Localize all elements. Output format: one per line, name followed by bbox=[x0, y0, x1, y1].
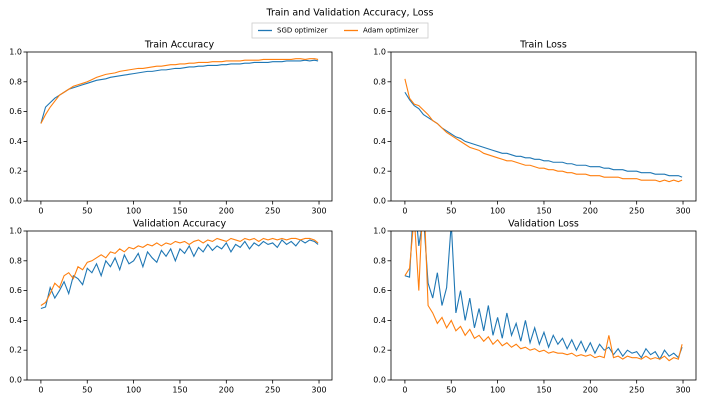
data-line bbox=[404, 91, 683, 178]
x-tick-label: 0 bbox=[402, 207, 407, 216]
data-line bbox=[40, 239, 319, 310]
y-tick-label: 0.0 bbox=[373, 376, 386, 385]
figure-title: Train and Validation Accuracy, Loss bbox=[266, 8, 434, 19]
x-tick-label: 100 bbox=[126, 386, 141, 395]
x-tick-label: 150 bbox=[536, 207, 551, 216]
legend-label: SGD optimizer bbox=[277, 27, 328, 35]
y-tick-label: 1.0 bbox=[9, 227, 22, 236]
x-tick-label: 50 bbox=[446, 207, 456, 216]
x-tick-label: 250 bbox=[629, 207, 644, 216]
data-line bbox=[404, 231, 683, 361]
data-line bbox=[40, 58, 319, 124]
y-tick-label: 0.6 bbox=[9, 107, 22, 116]
axes-background bbox=[27, 231, 332, 380]
y-tick-label: 0.2 bbox=[373, 346, 386, 355]
axes-background bbox=[391, 231, 696, 380]
y-tick-label: 0.6 bbox=[373, 286, 386, 295]
x-tick-label: 250 bbox=[265, 386, 280, 395]
legend-box bbox=[251, 22, 429, 39]
y-tick-label: 0.4 bbox=[9, 316, 22, 325]
y-tick-label: 1.0 bbox=[373, 227, 386, 236]
y-tick-label: 0.6 bbox=[373, 107, 386, 116]
x-tick-label: 300 bbox=[675, 386, 690, 395]
x-tick-label: 0 bbox=[402, 386, 407, 395]
y-tick-label: 0.2 bbox=[9, 167, 22, 176]
x-tick-label: 300 bbox=[675, 207, 690, 216]
data-line bbox=[404, 78, 683, 183]
x-tick-label: 200 bbox=[219, 386, 234, 395]
y-tick-label: 0.0 bbox=[9, 197, 22, 206]
data-line bbox=[404, 231, 683, 362]
x-tick-label: 100 bbox=[490, 386, 505, 395]
subplot-title: Train Accuracy bbox=[144, 40, 215, 51]
data-line bbox=[40, 59, 319, 124]
x-tick-label: 300 bbox=[311, 207, 326, 216]
x-tick-label: 150 bbox=[536, 386, 551, 395]
x-tick-label: 0 bbox=[38, 207, 43, 216]
y-tick-label: 0.8 bbox=[373, 256, 386, 265]
x-tick-label: 200 bbox=[583, 207, 598, 216]
y-tick-label: 0.4 bbox=[373, 316, 386, 325]
x-tick-label: 300 bbox=[311, 386, 326, 395]
y-tick-label: 0.4 bbox=[373, 137, 386, 146]
y-tick-label: 0.8 bbox=[373, 77, 386, 86]
axes-background bbox=[391, 52, 696, 201]
x-tick-label: 0 bbox=[38, 386, 43, 395]
subplot-title: Train Loss bbox=[519, 40, 567, 51]
y-tick-label: 0.0 bbox=[9, 376, 22, 385]
axes-frame bbox=[390, 51, 697, 202]
x-tick-label: 200 bbox=[583, 386, 598, 395]
y-tick-label: 0.0 bbox=[373, 197, 386, 206]
x-tick-label: 250 bbox=[265, 207, 280, 216]
x-tick-label: 150 bbox=[172, 207, 187, 216]
data-line bbox=[40, 237, 319, 306]
y-tick-label: 1.0 bbox=[373, 48, 386, 57]
y-tick-label: 1.0 bbox=[9, 48, 22, 57]
axes-frame bbox=[26, 51, 333, 202]
legend: SGD optimizer Adam optimizer bbox=[251, 22, 429, 39]
x-tick-label: 150 bbox=[172, 386, 187, 395]
x-tick-label: 100 bbox=[126, 207, 141, 216]
y-tick-label: 0.2 bbox=[373, 167, 386, 176]
subplot-title: Validation Loss bbox=[508, 219, 579, 230]
axes-background bbox=[27, 52, 332, 201]
y-tick-label: 0.6 bbox=[9, 286, 22, 295]
x-tick-label: 50 bbox=[82, 207, 92, 216]
x-tick-label: 50 bbox=[446, 386, 456, 395]
y-tick-label: 0.8 bbox=[9, 77, 22, 86]
x-tick-label: 100 bbox=[490, 207, 505, 216]
x-tick-label: 250 bbox=[629, 386, 644, 395]
subplot-title: Validation Accuracy bbox=[133, 219, 227, 230]
axes-frame bbox=[390, 230, 697, 381]
y-tick-label: 0.8 bbox=[9, 256, 22, 265]
y-tick-label: 0.4 bbox=[9, 137, 22, 146]
x-tick-label: 50 bbox=[82, 386, 92, 395]
axes-frame bbox=[26, 230, 333, 381]
x-tick-label: 200 bbox=[219, 207, 234, 216]
legend-label: Adam optimizer bbox=[363, 27, 419, 35]
y-tick-label: 0.2 bbox=[9, 346, 22, 355]
